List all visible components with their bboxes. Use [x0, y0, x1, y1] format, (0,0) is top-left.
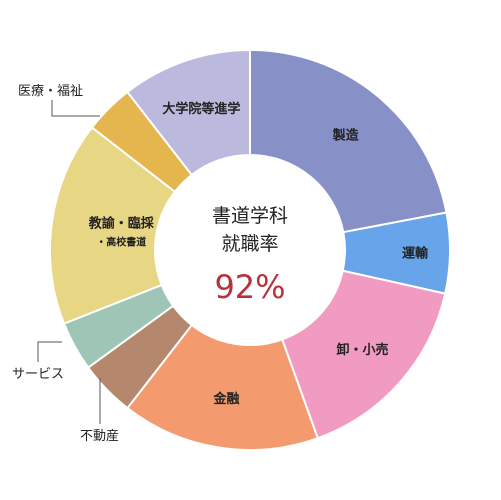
slice-8	[126, 48, 251, 177]
center-title-line1: 書道学科	[212, 205, 288, 227]
leader-line-5	[37, 341, 62, 362]
slice-2	[280, 269, 447, 440]
leader-line-7	[51, 100, 100, 117]
chart-center: 書道学科 就職率 92%	[212, 205, 288, 306]
chart-slices	[49, 48, 451, 451]
slice-6	[49, 126, 177, 325]
slice-label-8: 大学院等進学	[162, 101, 240, 117]
slice-label-1: 運輸	[402, 246, 429, 262]
slice-3	[126, 323, 320, 451]
slice-label-3: 金融	[213, 391, 240, 407]
slice-sublabel-6: ・高校書道	[96, 236, 146, 249]
slice-label-0: 製造	[332, 127, 360, 143]
center-title-line2: 就職率	[221, 233, 278, 255]
slice-label-5: サービス	[12, 367, 64, 382]
chart-leader-lines	[37, 100, 101, 424]
center-value: 92%	[214, 268, 285, 306]
slice-label-7: 医療・福祉	[18, 84, 83, 99]
slice-label-6: 教諭・臨採	[88, 216, 155, 232]
slice-0	[249, 48, 448, 234]
slice-label-4: 不動産	[80, 428, 119, 444]
slice-label-2: 卸・小売	[337, 342, 389, 358]
